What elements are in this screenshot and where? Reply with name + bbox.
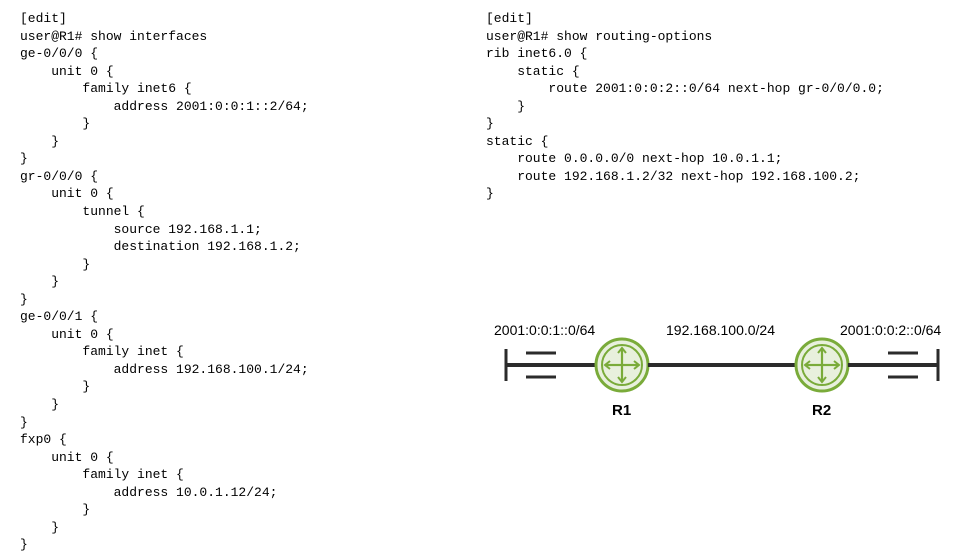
network-topology-diagram: 2001:0:0:1::0/64 192.168.100.0/24 2001:0…	[494, 315, 954, 435]
interface-stub-left-icon	[506, 349, 556, 381]
routing-options-config-block: [edit] user@R1# show routing-options rib…	[486, 10, 884, 203]
topology-svg	[494, 315, 954, 415]
router-name-left: R1	[612, 401, 631, 421]
router-name-right: R2	[812, 401, 831, 421]
interfaces-config-block: [edit] user@R1# show interfaces ge-0/0/0…	[20, 10, 309, 554]
interface-stub-right-icon	[888, 349, 938, 381]
router-r2-icon	[796, 339, 848, 391]
router-r1-icon	[596, 339, 648, 391]
